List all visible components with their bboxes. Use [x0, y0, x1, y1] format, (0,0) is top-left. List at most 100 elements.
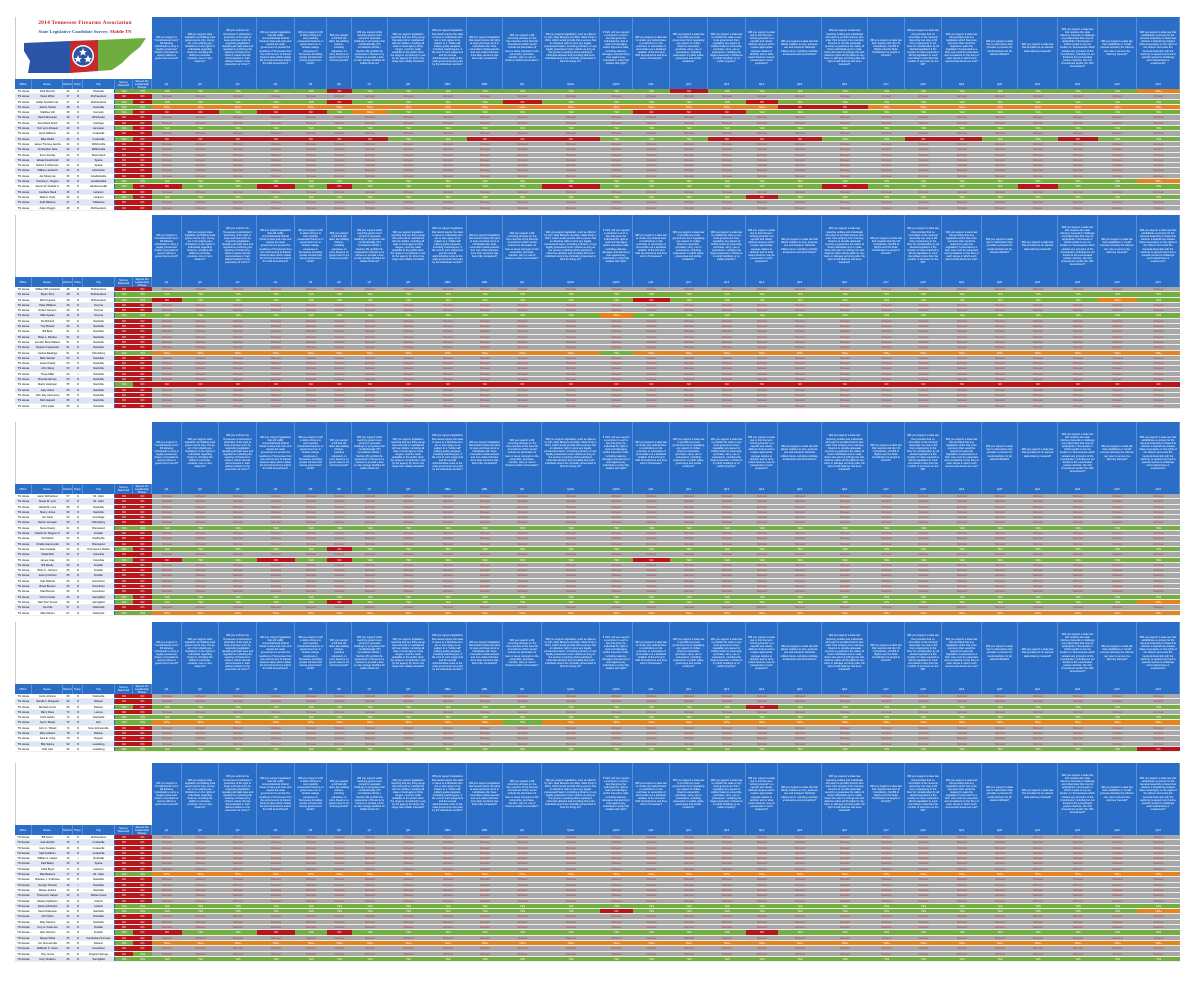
column-header-question[interactable]: Q22 [1058, 684, 1098, 694]
column-header-office[interactable]: Office [15, 825, 32, 835]
column-header-office[interactable]: Office [15, 277, 32, 287]
column-header-name[interactable]: Name [32, 825, 63, 835]
column-header-survey[interactable]: Survey Returned [115, 79, 133, 89]
column-header-question[interactable]: Q5 [295, 277, 327, 287]
column-header-district[interactable]: District [63, 79, 73, 89]
column-header-question[interactable]: Q4 [257, 277, 295, 287]
column-header-question[interactable]: Q23 [1098, 79, 1137, 89]
column-header-city[interactable]: City [83, 277, 115, 287]
column-header-question[interactable]: Q13 [708, 277, 746, 287]
column-header-question[interactable]: Q22 [1058, 484, 1098, 494]
column-header-question[interactable]: Q6 [327, 484, 352, 494]
column-header-question[interactable]: Q7 [352, 277, 388, 287]
column-header-question[interactable]: Q19 [942, 684, 982, 694]
column-header-question[interactable]: Q18 [905, 825, 942, 835]
column-header-question[interactable]: Q8 [388, 277, 429, 287]
column-header-question[interactable]: Q15 [778, 684, 822, 694]
column-header-question[interactable]: Q22 [1058, 277, 1098, 287]
column-header-question[interactable]: Q10b [600, 484, 633, 494]
column-header-office[interactable]: Office [15, 484, 32, 494]
column-header-district[interactable]: District [63, 825, 73, 835]
column-header-question[interactable]: Q15 [778, 484, 822, 494]
column-header-survey[interactable]: Survey Returned [115, 684, 133, 694]
column-header-question[interactable]: Q16 [822, 684, 868, 694]
column-header-question[interactable]: Q16 [822, 79, 868, 89]
column-header-question[interactable]: Q11 [633, 825, 670, 835]
column-header-question[interactable]: Q9 [503, 825, 542, 835]
column-header-question[interactable]: Q10a [542, 277, 600, 287]
column-header-question[interactable]: Q14 [746, 484, 778, 494]
column-header-district[interactable]: District [63, 484, 73, 494]
column-header-question[interactable]: Q12 [670, 684, 708, 694]
column-header-question[interactable]: Q7 [352, 825, 388, 835]
column-header-question[interactable]: Q10a [542, 825, 600, 835]
column-header-pledge[interactable]: Signed the Leadership Pledge [133, 825, 152, 835]
column-header-question[interactable]: Q5 [295, 484, 327, 494]
column-header-district[interactable]: District [63, 277, 73, 287]
column-header-question[interactable]: Q3 [219, 684, 257, 694]
column-header-question[interactable]: Q5 [295, 684, 327, 694]
column-header-city[interactable]: City [83, 484, 115, 494]
column-header-question[interactable]: Q4 [257, 484, 295, 494]
column-header-question[interactable]: Q3 [219, 484, 257, 494]
column-header-question[interactable]: Q17 [868, 684, 905, 694]
column-header-question[interactable]: Q23 [1098, 277, 1137, 287]
column-header-question[interactable]: Q3 [219, 79, 257, 89]
column-header-question[interactable]: Q23 [1098, 484, 1137, 494]
column-header-question[interactable]: Q19 [942, 825, 982, 835]
column-header-question[interactable]: Q16 [822, 484, 868, 494]
column-header-question[interactable]: Q21 [1018, 484, 1058, 494]
column-header-question[interactable]: Q14 [746, 684, 778, 694]
column-header-question[interactable]: Q7 [352, 684, 388, 694]
column-header-question[interactable]: Q1 [152, 277, 182, 287]
column-header-question[interactable]: Q1 [152, 684, 182, 694]
column-header-question[interactable]: Q10b [600, 684, 633, 694]
column-header-pledge[interactable]: Signed the Leadership Pledge [133, 277, 152, 287]
column-header-question[interactable]: Q1 [152, 484, 182, 494]
column-header-question[interactable]: Q2 [182, 484, 219, 494]
column-header-question[interactable]: Q24 [1137, 484, 1180, 494]
column-header-question[interactable]: Q18 [905, 277, 942, 287]
column-header-question[interactable]: Q1 [152, 825, 182, 835]
column-header-question[interactable]: Q4 [257, 825, 295, 835]
column-header-name[interactable]: Name [32, 79, 63, 89]
column-header-question[interactable]: Q2 [182, 277, 219, 287]
column-header-question[interactable]: Q8S [467, 277, 503, 287]
column-header-question[interactable]: Q8S [467, 825, 503, 835]
column-header-question[interactable]: Q21 [1018, 79, 1058, 89]
column-header-question[interactable]: Q3 [219, 825, 257, 835]
column-header-question[interactable]: Q24 [1137, 825, 1180, 835]
column-header-party[interactable]: Party [73, 825, 83, 835]
column-header-question[interactable]: Q14 [746, 79, 778, 89]
column-header-question[interactable]: Q6 [327, 825, 352, 835]
column-header-question[interactable]: Q19 [942, 79, 982, 89]
column-header-survey[interactable]: Survey Returned [115, 484, 133, 494]
column-header-question[interactable]: Q11 [633, 277, 670, 287]
column-header-city[interactable]: City [83, 825, 115, 835]
column-header-question[interactable]: Q10b [600, 79, 633, 89]
column-header-question[interactable]: Q8H [429, 277, 467, 287]
column-header-question[interactable]: Q21 [1018, 684, 1058, 694]
column-header-question[interactable]: Q15 [778, 79, 822, 89]
column-header-question[interactable]: Q23 [1098, 684, 1137, 694]
column-header-question[interactable]: Q8 [388, 79, 429, 89]
column-header-question[interactable]: Q13 [708, 484, 746, 494]
column-header-question[interactable]: Q12 [670, 79, 708, 89]
column-header-question[interactable]: Q17 [868, 484, 905, 494]
column-header-city[interactable]: City [83, 684, 115, 694]
column-header-question[interactable]: Q10a [542, 484, 600, 494]
column-header-question[interactable]: Q7 [352, 484, 388, 494]
column-header-question[interactable]: Q6 [327, 277, 352, 287]
column-header-question[interactable]: Q23 [1098, 825, 1137, 835]
column-header-district[interactable]: District [63, 684, 73, 694]
column-header-party[interactable]: Party [73, 684, 83, 694]
column-header-question[interactable]: Q15 [778, 825, 822, 835]
column-header-question[interactable]: Q1 [152, 79, 182, 89]
column-header-question[interactable]: Q15 [778, 277, 822, 287]
column-header-question[interactable]: Q5 [295, 79, 327, 89]
column-header-question[interactable]: Q8S [467, 484, 503, 494]
column-header-question[interactable]: Q24 [1137, 277, 1180, 287]
column-header-question[interactable]: Q2 [182, 825, 219, 835]
column-header-name[interactable]: Name [32, 277, 63, 287]
column-header-question[interactable]: Q18 [905, 684, 942, 694]
